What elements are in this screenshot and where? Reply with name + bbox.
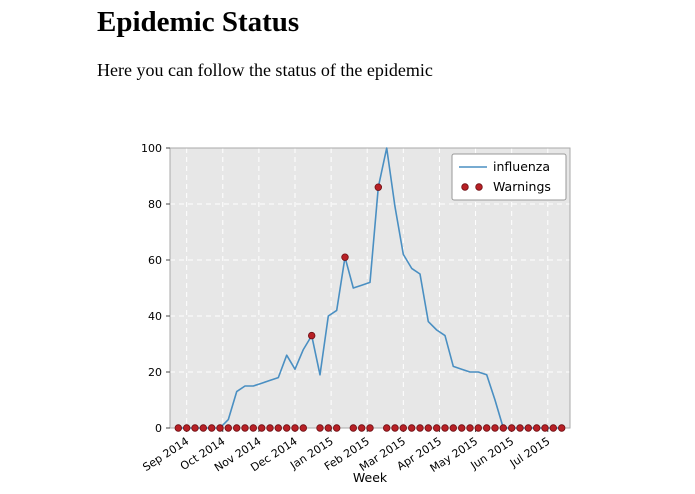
warning-dot: [274, 424, 282, 432]
legend-label-warnings: Warnings: [493, 179, 551, 194]
warning-dot: [533, 424, 541, 432]
warning-dot: [341, 253, 349, 261]
warning-dot: [316, 424, 324, 432]
legend-dot-sample: [475, 183, 483, 191]
warning-dot: [357, 424, 366, 432]
warning-dot: [366, 424, 374, 432]
warning-dot: [374, 183, 382, 191]
warning-dot: [441, 424, 449, 432]
y-tick-label: 100: [141, 142, 162, 155]
warning-dot: [191, 424, 199, 432]
warning-dot: [449, 424, 457, 432]
warning-dot: [549, 424, 557, 432]
warning-dot: [474, 424, 482, 432]
y-tick-label: 0: [155, 422, 162, 435]
y-tick-label: 40: [148, 310, 162, 323]
warning-dot: [499, 424, 507, 432]
warning-dot: [249, 424, 257, 432]
warning-dot: [433, 424, 441, 432]
warning-dot: [458, 424, 466, 432]
warning-dot: [291, 424, 299, 432]
warning-dot: [182, 424, 191, 432]
warning-dot: [257, 424, 266, 432]
warning-dot: [466, 424, 474, 432]
page-title: Epidemic Status: [97, 6, 300, 38]
legend-label-influenza: influenza: [493, 159, 550, 174]
warning-dot: [349, 424, 357, 432]
warning-dot: [207, 424, 216, 432]
y-tick-label: 80: [148, 198, 162, 211]
warning-dot: [266, 424, 274, 432]
warning-dot: [516, 424, 524, 432]
warning-dot: [282, 424, 291, 432]
warning-dot: [174, 424, 182, 432]
warning-dot: [416, 424, 424, 432]
warning-dot: [408, 424, 416, 432]
warning-dot: [524, 424, 532, 432]
warning-dot: [216, 424, 224, 432]
legend-dot-sample: [461, 183, 469, 191]
warning-dot: [224, 424, 232, 432]
warning-dot: [199, 424, 207, 432]
warning-dot: [483, 424, 491, 432]
warning-dot: [232, 424, 241, 432]
warning-dot: [508, 424, 516, 432]
warning-dot: [424, 424, 432, 432]
warning-dot: [307, 331, 316, 340]
warning-dot: [541, 424, 549, 432]
warning-dot: [491, 424, 499, 432]
x-tick-label: Jul 2015: [507, 435, 552, 471]
warning-dot: [332, 424, 341, 432]
page-subtitle: Here you can follow the status of the ep…: [97, 60, 433, 80]
y-tick-label: 20: [148, 366, 162, 379]
warning-dot: [299, 424, 307, 432]
warning-dot: [558, 424, 566, 432]
warning-dot: [399, 424, 407, 432]
x-axis-label: Week: [353, 470, 388, 485]
epidemic-chart-figure: 0 20 40 60 80 100 Sep 2014 Oct 2014 Nov 2014 Dec …: [108, 126, 590, 492]
warning-dot: [241, 424, 249, 432]
influenza-line: [178, 147, 562, 429]
warning-dot: [383, 424, 391, 432]
y-tick-label: 60: [148, 254, 162, 267]
warning-dot: [391, 424, 399, 432]
warning-dot: [324, 424, 332, 432]
